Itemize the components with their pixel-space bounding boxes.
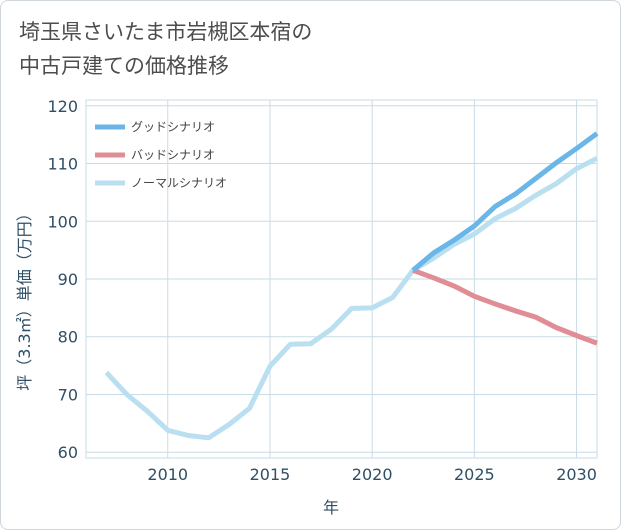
y-tick-80: 80: [58, 328, 78, 347]
y-tick-90: 90: [58, 270, 78, 289]
series-lines: [104, 131, 599, 441]
x-axis-title: 年: [323, 498, 339, 517]
legend-label-2: ノーマルシナリオ: [131, 176, 227, 190]
chart-title-line-2: 中古戸建ての価格推移: [19, 54, 229, 78]
y-tick-60: 60: [58, 443, 78, 462]
y-axis-title: 坪（3.3㎡）単価（万円）: [15, 205, 34, 390]
series-line-0: [411, 131, 599, 273]
x-tick-2015: 2015: [250, 465, 291, 484]
x-tick-2010: 2010: [147, 465, 188, 484]
legend-label-0: グッドシナリオ: [131, 120, 215, 134]
x-tick-2030: 2030: [556, 465, 597, 484]
y-tick-100: 100: [47, 212, 78, 231]
grid-lines: [85, 99, 598, 459]
legend-label-1: バッドシナリオ: [131, 148, 215, 162]
y-tick-110: 110: [47, 155, 78, 174]
x-axis-tick-labels: 2010 2015 2020 2025 2030: [147, 465, 597, 484]
chart-title: 埼玉県さいたま市岩槻区本宿の 中古戸建ての価格推移: [19, 15, 609, 83]
series-line-1: [412, 267, 598, 346]
x-tick-2020: 2020: [352, 465, 393, 484]
x-tick-2025: 2025: [454, 465, 495, 484]
y-tick-70: 70: [58, 385, 78, 404]
series-line-2: [104, 156, 599, 441]
chart-title-line-1: 埼玉県さいたま市岩槻区本宿の: [19, 20, 313, 44]
y-axis-tick-labels: 60 70 80 90 100 110 120: [47, 97, 78, 462]
y-tick-120: 120: [47, 97, 78, 116]
